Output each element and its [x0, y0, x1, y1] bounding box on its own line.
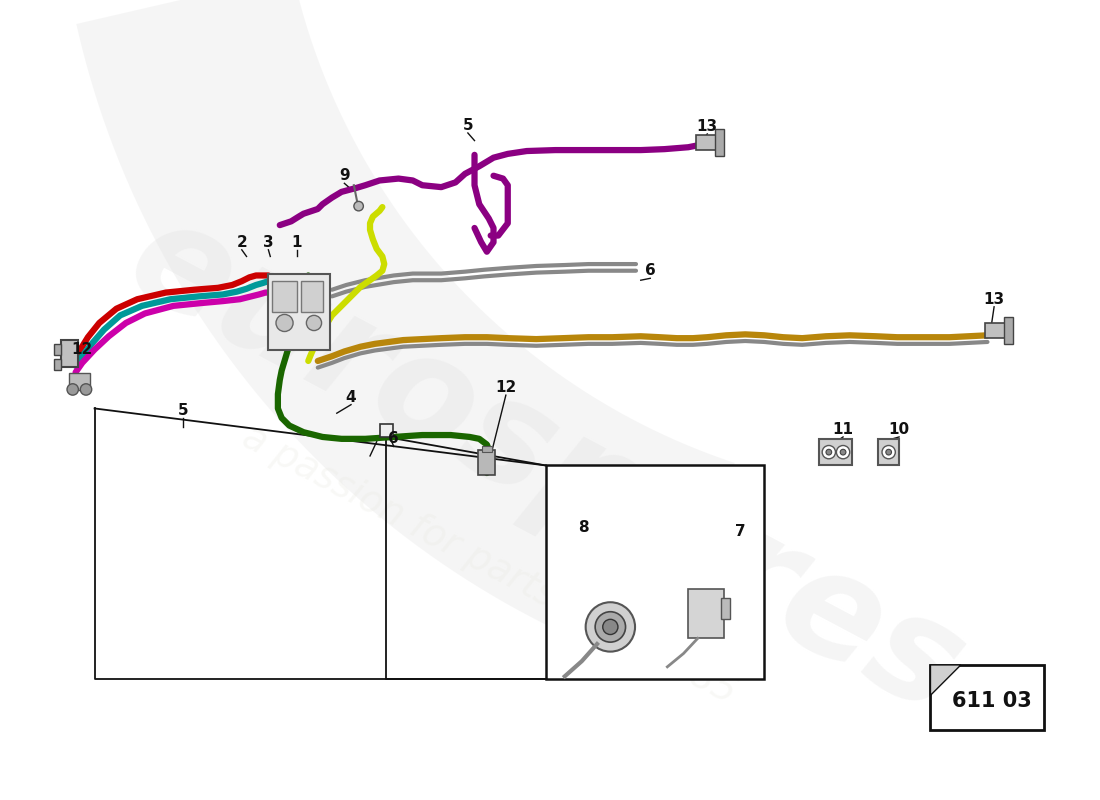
Circle shape — [886, 450, 891, 455]
Text: 2: 2 — [236, 234, 248, 250]
Bar — [715, 129, 724, 156]
Text: 5: 5 — [177, 403, 188, 418]
Text: 7: 7 — [735, 525, 746, 539]
Bar — [62, 340, 78, 366]
Circle shape — [882, 446, 895, 458]
Bar — [1003, 318, 1013, 344]
Bar — [696, 135, 718, 150]
Text: 5: 5 — [463, 118, 473, 133]
Bar — [300, 281, 323, 311]
Circle shape — [826, 450, 832, 455]
Bar — [272, 281, 297, 311]
Circle shape — [840, 450, 846, 455]
Bar — [820, 439, 851, 466]
Circle shape — [585, 602, 635, 652]
Text: 6: 6 — [388, 431, 399, 446]
Bar — [546, 466, 764, 679]
Bar — [482, 446, 492, 452]
Text: 13: 13 — [696, 119, 718, 134]
Text: 12: 12 — [72, 342, 92, 357]
Circle shape — [276, 314, 293, 331]
Circle shape — [307, 315, 321, 330]
Bar — [878, 439, 899, 466]
Bar — [689, 589, 724, 638]
Circle shape — [603, 619, 618, 634]
Text: 6: 6 — [645, 263, 656, 278]
Text: 9: 9 — [339, 168, 350, 183]
Text: eurospares: eurospares — [106, 186, 986, 744]
Circle shape — [354, 202, 363, 211]
Text: 8: 8 — [579, 520, 590, 534]
Bar — [720, 598, 730, 619]
Text: a passion for parts since1985: a passion for parts since1985 — [235, 419, 741, 711]
Bar — [54, 344, 62, 355]
Text: 611 03: 611 03 — [953, 691, 1032, 711]
Polygon shape — [931, 665, 961, 695]
Bar — [478, 450, 495, 475]
Text: 4: 4 — [345, 390, 356, 405]
Text: 11: 11 — [833, 422, 854, 437]
Circle shape — [822, 446, 836, 458]
Bar — [54, 359, 62, 370]
Bar — [69, 374, 90, 390]
Bar — [379, 424, 393, 437]
Circle shape — [80, 384, 91, 395]
Text: 10: 10 — [889, 422, 910, 437]
Text: 3: 3 — [263, 234, 274, 250]
Circle shape — [67, 384, 78, 395]
Bar — [931, 665, 1044, 730]
Bar — [984, 323, 1008, 338]
Circle shape — [595, 612, 626, 642]
Bar — [268, 274, 330, 350]
Circle shape — [836, 446, 849, 458]
Text: 13: 13 — [983, 292, 1004, 306]
Text: 1: 1 — [292, 234, 302, 250]
Text: 12: 12 — [495, 380, 517, 395]
